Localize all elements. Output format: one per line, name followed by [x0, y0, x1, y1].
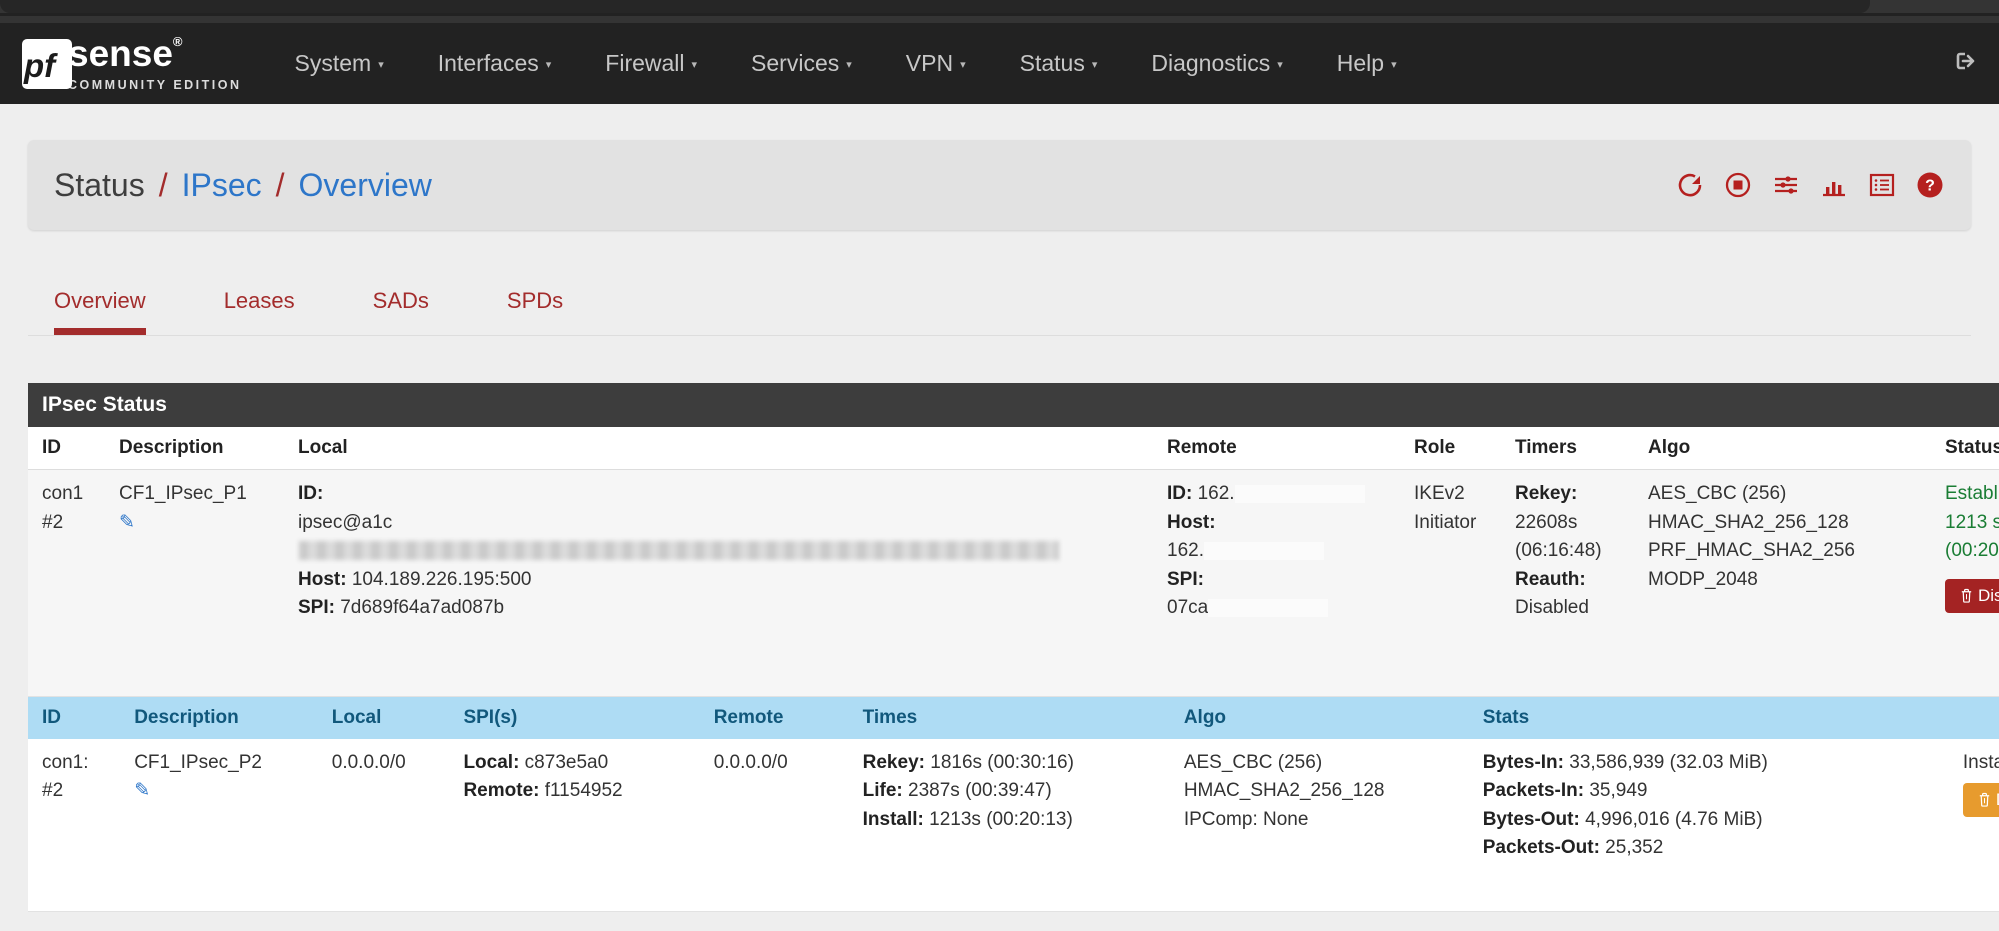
svg-text:pf: pf	[23, 47, 58, 84]
svg-text:?: ?	[1925, 178, 1935, 195]
